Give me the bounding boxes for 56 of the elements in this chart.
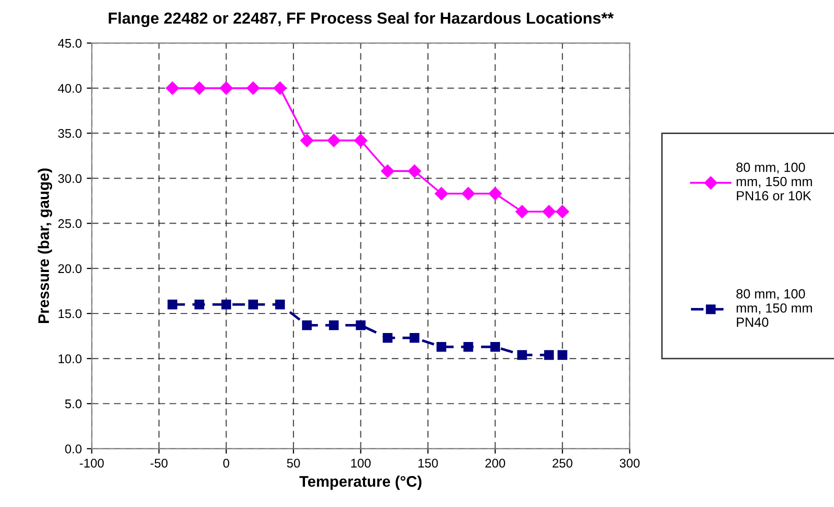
point: [517, 350, 527, 360]
chart-title: Flange 22482 or 22487, FF Process Seal for Hazardous Locations**: [108, 12, 614, 28]
point: [436, 342, 446, 352]
x-tick-label: 250: [552, 458, 572, 468]
point: [434, 187, 448, 200]
point: [490, 342, 500, 352]
x-tick-label: 100: [351, 458, 371, 468]
y-axis-title: Pressure (bar, gauge): [38, 168, 52, 323]
point: [515, 205, 529, 218]
point: [168, 300, 178, 310]
y-tick-label: 30.0: [58, 174, 82, 183]
point: [488, 187, 502, 200]
point: [275, 300, 285, 310]
point: [273, 82, 287, 95]
point: [356, 320, 366, 330]
point: [327, 134, 340, 148]
point: [558, 350, 568, 360]
x-tick-label: -50: [150, 458, 168, 468]
point: [246, 82, 260, 95]
y-tick-label: 25.0: [58, 219, 82, 228]
point: [300, 134, 314, 148]
x-tick-label: 300: [620, 458, 640, 468]
point: [302, 320, 312, 330]
point: [328, 320, 339, 330]
point: [381, 164, 394, 178]
y-tick-label: 20.0: [58, 264, 82, 274]
point: [542, 205, 556, 218]
x-tick-label: 150: [418, 458, 438, 468]
y-tick-label: 10.0: [58, 354, 82, 364]
point: [410, 332, 420, 343]
legend-label: 80 mm, 100 mm, 150 mm PN16 or 10K: [736, 162, 812, 200]
x-tick-label: -100: [80, 458, 104, 468]
x-tick-label: 200: [485, 458, 506, 468]
y-tick-label: 15.0: [58, 309, 82, 318]
legend-label: 80 mm, 100 mm, 150 mm PN40: [736, 289, 812, 327]
x-axis-title: Temperature (°C): [299, 476, 422, 490]
point: [221, 300, 232, 310]
x-tick-label: 50: [287, 458, 300, 468]
point: [248, 300, 258, 310]
x-tick-label: 0: [223, 458, 230, 468]
point: [194, 300, 204, 310]
y-tick-label: 45.0: [58, 38, 82, 48]
y-tick-label: 35.0: [58, 129, 82, 138]
point: [220, 82, 233, 95]
point: [556, 205, 570, 218]
point: [192, 82, 206, 95]
point: [544, 350, 554, 360]
point: [408, 164, 422, 178]
point: [462, 187, 475, 200]
point: [382, 332, 392, 343]
y-tick-label: 40.0: [58, 84, 82, 93]
point: [463, 342, 474, 352]
y-tick-label: 5.0: [65, 399, 82, 408]
point: [166, 82, 180, 95]
y-tick-label: 0.0: [65, 444, 82, 454]
point: [354, 134, 368, 148]
